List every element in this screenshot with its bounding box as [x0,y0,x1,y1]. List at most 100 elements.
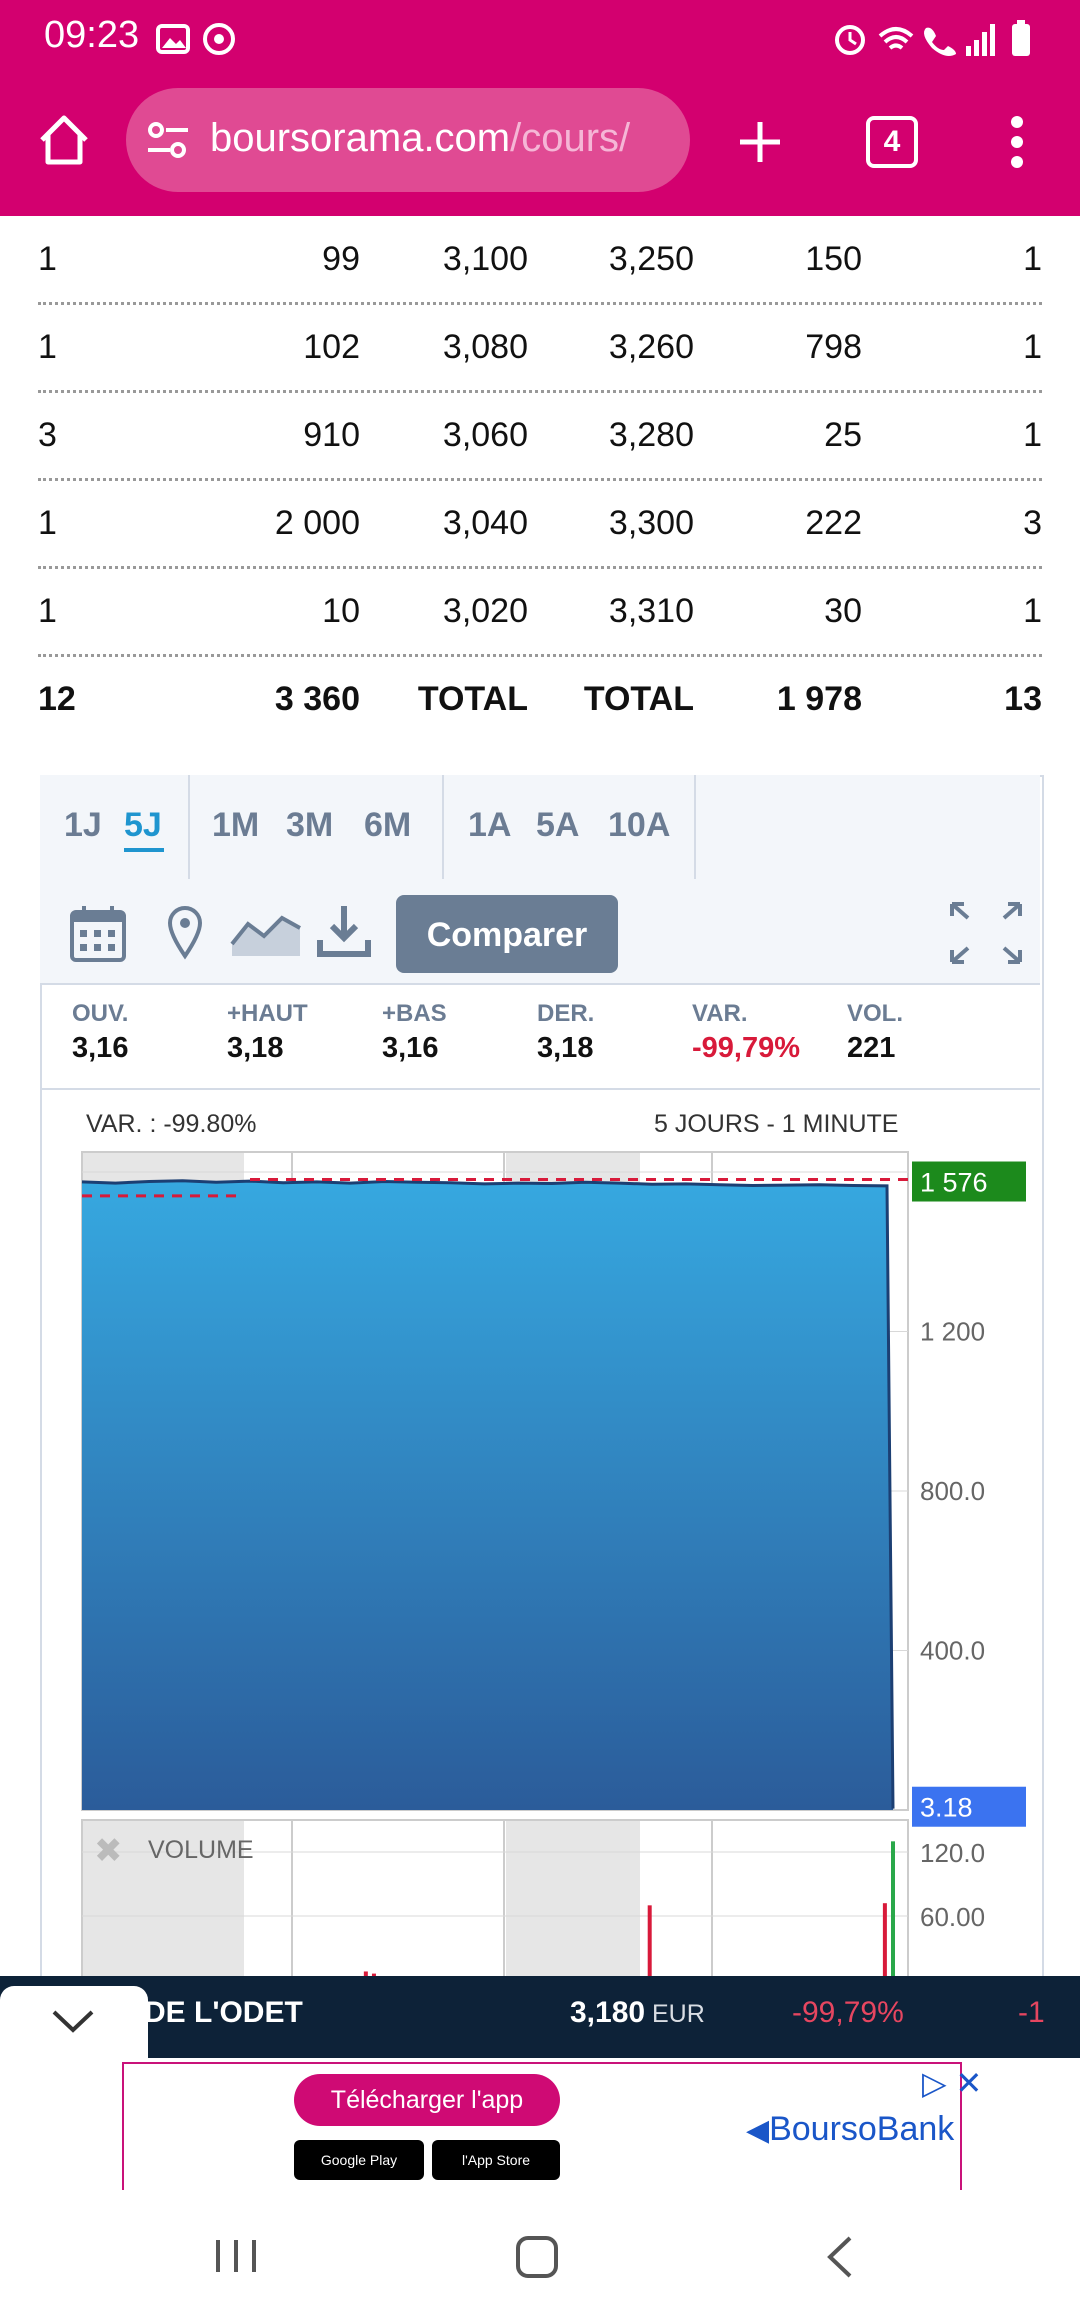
active-period-underline [124,848,164,852]
menu-kebab-icon[interactable] [1000,112,1034,172]
period-1a[interactable]: 1A [468,806,512,844]
y-tick-label: 800.0 [920,1476,985,1506]
period-10a[interactable]: 10A [608,806,671,844]
ad-download-button[interactable]: Télécharger l'app [294,2074,560,2126]
period-3m[interactable]: 3M [286,806,334,844]
brand-arrow-icon: ◀ [746,2114,770,2147]
new-tab-icon[interactable] [736,118,784,166]
order-book-cell: 3,260 [608,328,694,366]
order-book-cell: 30 [824,592,862,630]
order-book-row: 3 910 3,060 3,280 25 1 [38,390,1042,481]
order-book-cell: 1 [38,504,57,542]
recent-apps-icon[interactable] [212,2236,260,2276]
period-1j[interactable]: 1J [64,806,102,844]
calendar-icon[interactable] [68,902,128,964]
ad-close-icon[interactable]: ▷ ✕ [922,2065,983,2101]
order-book-cell: 99 [322,240,360,278]
volume-bar [363,1971,368,1980]
order-book-cell: 1 [1023,240,1042,278]
volume-close-icon: ✖ [94,1831,123,1871]
order-book-cell: 3 [1023,504,1042,542]
volume-frame [81,1819,909,1980]
price-area [82,1180,893,1810]
period-5j[interactable]: 5J [124,806,162,844]
stat-value: 3,18 [537,1032,594,1064]
app-store-label: l'App Store [461,2152,531,2168]
site-settings-icon[interactable] [146,120,192,160]
period-5a[interactable]: 5A [536,806,580,844]
volume-bar [882,1903,887,1980]
order-book-cell: TOTAL [417,680,528,718]
order-book-cell: 150 [805,240,862,278]
current-price-marker-label: 3.18 [920,1793,973,1823]
order-book-cell: 3,300 [608,504,694,542]
address-bar[interactable] [126,88,690,192]
fullscreen-icon[interactable] [946,898,1026,968]
ticker-currency: EUR [652,2000,705,2028]
order-book-cell: 3,020 [442,592,528,630]
price-line [81,1179,895,1809]
stat-label: OUV. [72,1000,129,1027]
chart-range-label: 5 JOURS - 1 MINUTE [654,1110,899,1138]
stat-value: -99,79% [692,1032,801,1064]
order-book-cell: 2 000 [274,504,360,542]
download-icon[interactable] [316,902,372,960]
stat-label: +BAS [382,1000,447,1027]
order-book-row: 1 2 000 3,040 3,300 222 3 [38,478,1042,569]
url-domain: boursorama.com [210,116,511,160]
location-pin-icon[interactable] [166,904,204,960]
chevron-down-icon [52,2010,94,2033]
order-book-cell: 910 [303,416,360,454]
order-book-row: 1 10 3,020 3,310 30 1 [38,566,1042,657]
stats-divider [40,1088,1040,1090]
compare-button[interactable]: Comparer [396,895,618,973]
home-icon[interactable] [36,112,92,168]
session-shade [506,1820,640,1980]
order-book-cell: 3,060 [442,416,528,454]
volume-bar [891,1841,895,1980]
order-book-cell: 102 [303,328,360,366]
status-notification-icons [156,23,235,55]
app-store-badge[interactable]: l'App Store [432,2140,560,2180]
ticker-bar[interactable] [0,1976,1080,2058]
order-book-cell: 10 [322,592,360,630]
period-1m[interactable]: 1M [212,806,260,844]
order-book-cell: 1 [1023,328,1042,366]
chart-type-icon[interactable] [230,904,302,958]
google-play-badge[interactable]: Google Play [294,2140,424,2180]
order-book-cell: 3 360 [274,680,360,718]
collapse-ticker-button[interactable] [0,1986,148,2058]
order-book-cell: 222 [805,504,862,542]
order-book-cell: 1 [38,592,57,630]
order-book-cell: 12 [38,680,76,718]
last-price-marker [912,1161,1026,1202]
period-6m[interactable]: 6M [364,806,412,844]
volume-label: VOLUME [148,1836,254,1864]
period-separator [188,775,190,879]
chart-variation-label: VAR. : -99.80% [86,1110,257,1138]
system-nav-bar [0,2190,1080,2316]
y-tick-label: 400.0 [920,1635,985,1665]
url-path: /cours/ [510,116,631,160]
ad-brand: ◀BoursoBank [746,2110,954,2149]
stat-label: +HAUT [227,1000,308,1027]
home-button-icon[interactable] [514,2234,560,2280]
current-price-marker [912,1786,1026,1827]
order-book-cell: 1 978 [776,680,862,718]
order-book-total-row: 12 3 360 TOTAL TOTAL 1 978 13 [38,654,1042,742]
back-icon[interactable] [824,2234,856,2280]
order-book-cell: 3,040 [442,504,528,542]
order-book-cell: 3 [38,416,57,454]
volume-bar [647,1905,652,1980]
google-play-label: Google Play [320,2152,398,2168]
ticker-price: 3,180 [570,1996,646,2029]
stat-label: VOL. [847,1000,904,1027]
order-book-cell: TOTAL [583,680,694,718]
tab-switcher-button[interactable]: 4 [866,116,918,168]
order-book-cell: 1 [38,328,57,366]
ticker-name: DE L'ODET [144,1996,303,2029]
ad-brand-name: BoursoBank [769,2110,955,2148]
url-text[interactable]: boursorama.com/cours/ [210,116,670,161]
stat-value: 3,16 [382,1032,439,1064]
